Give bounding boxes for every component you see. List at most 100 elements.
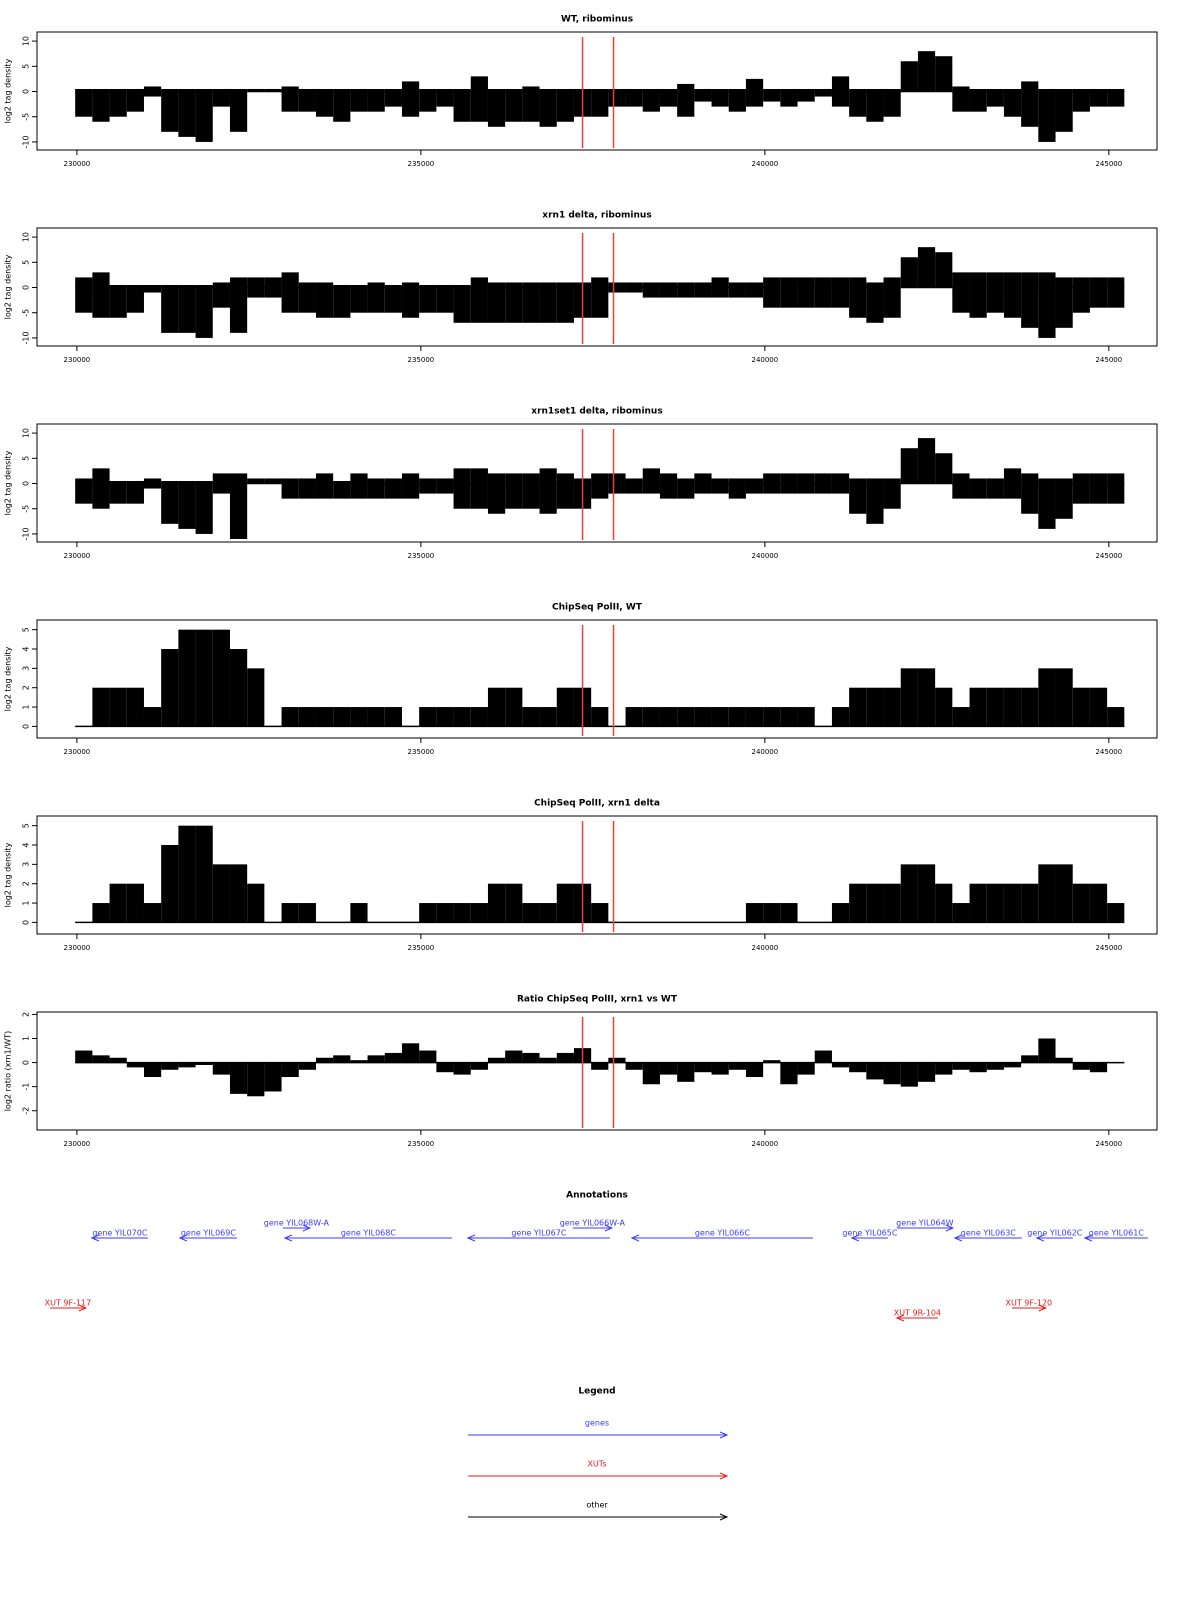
bar xyxy=(1038,668,1056,727)
bar xyxy=(281,91,299,112)
y-tick-label: 10 xyxy=(22,36,31,46)
bar xyxy=(126,687,144,727)
bar xyxy=(401,81,420,92)
bar xyxy=(264,88,282,92)
bar xyxy=(745,287,764,298)
plot-frame xyxy=(36,815,1158,935)
bar xyxy=(1038,272,1056,288)
bar xyxy=(694,1062,712,1073)
bar xyxy=(849,883,867,923)
y-tick-label: -10 xyxy=(22,331,31,344)
bar xyxy=(384,287,402,313)
bar xyxy=(728,88,746,92)
chart-title: ChipSeq PolII, WT xyxy=(552,603,643,613)
bar xyxy=(1003,468,1022,484)
bar xyxy=(419,478,437,484)
bar xyxy=(728,483,746,499)
bar xyxy=(694,483,712,494)
bar xyxy=(470,468,488,484)
bar xyxy=(763,483,781,494)
bar xyxy=(1107,903,1125,923)
bar xyxy=(384,91,402,107)
bar xyxy=(745,91,764,107)
bar xyxy=(143,284,162,288)
bar xyxy=(487,282,506,288)
gene-label: gene YIL070C xyxy=(92,1229,148,1238)
gene-label: gene YIL068W-A xyxy=(264,1219,330,1228)
bar xyxy=(453,707,471,727)
bar xyxy=(505,483,523,509)
bar xyxy=(642,707,660,727)
bar xyxy=(75,478,93,484)
bar xyxy=(178,91,196,137)
bar xyxy=(229,91,248,132)
bar xyxy=(780,88,798,92)
y-tick-label: 1 xyxy=(22,1036,31,1041)
bar xyxy=(591,903,609,923)
bar xyxy=(109,88,127,92)
bar xyxy=(212,473,230,484)
gene-label: gene YIL068C xyxy=(341,1229,397,1238)
bar xyxy=(814,277,832,288)
bar xyxy=(143,287,162,293)
bar xyxy=(1089,91,1108,107)
x-tick-label: 230000 xyxy=(64,944,91,952)
bar xyxy=(849,91,867,117)
bar xyxy=(178,284,196,288)
bar xyxy=(952,707,970,727)
bar xyxy=(109,284,127,288)
bar xyxy=(900,448,918,484)
bar xyxy=(1038,91,1056,142)
bar xyxy=(436,287,454,313)
x-tick-label: 245000 xyxy=(1095,944,1122,952)
bar xyxy=(625,483,643,494)
bar xyxy=(1072,287,1090,313)
bar xyxy=(126,480,144,484)
bar xyxy=(728,1062,746,1070)
bar xyxy=(401,473,420,484)
bar xyxy=(315,483,334,499)
bar xyxy=(315,473,334,484)
chart-title: ChipSeq PolII, xrn1 delta xyxy=(534,799,660,809)
chart-title: xrn1 delta, ribominus xyxy=(542,211,651,221)
bar xyxy=(212,282,230,288)
bar xyxy=(952,91,970,112)
bar xyxy=(126,284,144,288)
bar xyxy=(625,287,643,293)
bar xyxy=(1072,91,1090,112)
bar xyxy=(229,287,248,333)
bar xyxy=(591,473,609,484)
y-tick-label: 1 xyxy=(22,901,31,906)
bar xyxy=(92,468,110,484)
bar xyxy=(883,883,901,923)
bar xyxy=(1021,272,1039,288)
bar xyxy=(384,707,402,727)
bar xyxy=(298,1062,316,1070)
bar xyxy=(608,282,626,288)
bar xyxy=(763,473,781,484)
bar xyxy=(883,483,901,509)
bar xyxy=(642,91,660,112)
bar xyxy=(677,91,695,117)
bar xyxy=(814,1050,832,1063)
bar xyxy=(195,287,213,338)
bar xyxy=(677,287,695,298)
bar xyxy=(315,707,334,727)
bar xyxy=(143,478,162,484)
bar xyxy=(1107,88,1125,92)
bar xyxy=(1003,1062,1022,1068)
bar xyxy=(849,483,867,514)
bar xyxy=(745,78,764,92)
bar xyxy=(780,287,798,308)
gene-arrow-head xyxy=(283,1234,293,1242)
bar xyxy=(866,287,884,323)
bar xyxy=(436,483,454,494)
bar xyxy=(453,88,471,92)
bar xyxy=(178,629,196,727)
bar xyxy=(969,91,987,112)
bar xyxy=(229,473,248,484)
gene-arrow-head xyxy=(630,1234,640,1242)
bar xyxy=(453,1062,471,1075)
bar xyxy=(1089,473,1108,484)
